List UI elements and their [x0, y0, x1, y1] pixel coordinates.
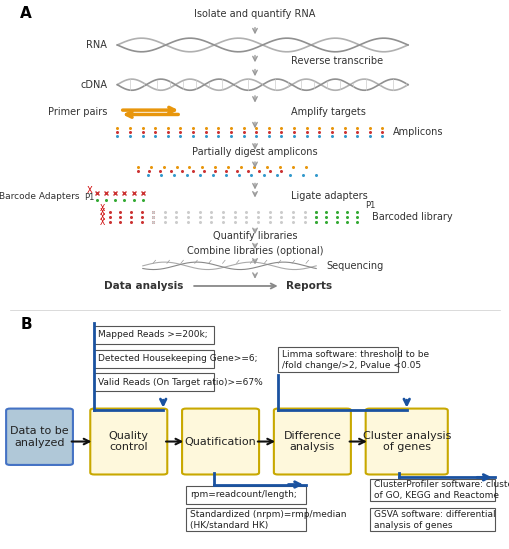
Text: Partially digest amplicons: Partially digest amplicons [192, 147, 317, 157]
Text: X: X [99, 204, 104, 213]
Text: Amplicons: Amplicons [392, 127, 442, 137]
FancyBboxPatch shape [6, 408, 73, 465]
Text: rpm=readcount/length;: rpm=readcount/length; [190, 490, 296, 499]
Text: Quantify libraries: Quantify libraries [212, 231, 297, 242]
Text: X: X [99, 208, 104, 217]
Text: Difference
analysis: Difference analysis [283, 431, 341, 452]
Text: Valid Reads (On Target ratio)>=67%: Valid Reads (On Target ratio)>=67% [98, 378, 263, 387]
Text: Data analysis: Data analysis [104, 281, 183, 291]
FancyBboxPatch shape [365, 408, 447, 474]
Bar [186, 486, 305, 503]
Text: ClusterProfiler software: cluster
of GO, KEGG and Reactome: ClusterProfiler software: cluster of GO,… [373, 480, 509, 500]
Text: Standardized (nrpm)=rmp/median
(HK/standard HK): Standardized (nrpm)=rmp/median (HK/stand… [190, 509, 346, 530]
Bar [94, 326, 214, 344]
Text: Quality
control: Quality control [108, 431, 149, 452]
Text: Mapped Reads >=200k;: Mapped Reads >=200k; [98, 330, 208, 339]
Bar [369, 479, 494, 501]
Text: Cluster analysis
of genes: Cluster analysis of genes [362, 431, 450, 452]
Text: X: X [99, 217, 104, 227]
Bar [277, 347, 397, 372]
Bar [369, 508, 494, 531]
Text: RNA: RNA [86, 40, 107, 50]
Text: X: X [99, 212, 104, 222]
Text: Reverse transcribe: Reverse transcribe [290, 57, 382, 66]
Text: Isolate and quantify RNA: Isolate and quantify RNA [194, 9, 315, 19]
Bar [94, 373, 214, 391]
Text: Primer pairs: Primer pairs [48, 107, 107, 117]
Text: Combine libraries (optional): Combine libraries (optional) [186, 247, 323, 256]
Text: B: B [20, 317, 32, 332]
Text: Barcode Adapters: Barcode Adapters [0, 193, 79, 201]
Text: Barcoded library: Barcoded library [372, 212, 452, 222]
Text: GSVA software: differential
analysis of genes: GSVA software: differential analysis of … [373, 509, 494, 530]
Text: Detected Housekeeping Gene>=6;: Detected Housekeeping Gene>=6; [98, 354, 258, 363]
Text: Data to be
analyzed: Data to be analyzed [10, 426, 69, 447]
Text: A: A [20, 6, 32, 21]
Text: cDNA: cDNA [80, 80, 107, 89]
Text: Sequencing: Sequencing [326, 261, 383, 271]
Bar [94, 350, 214, 367]
Text: X: X [86, 186, 92, 195]
FancyBboxPatch shape [182, 408, 259, 474]
FancyBboxPatch shape [273, 408, 350, 474]
Bar [186, 508, 305, 531]
Text: Limma software: threshold to be
/fold change/>2, Pvalue <0.05: Limma software: threshold to be /fold ch… [281, 350, 428, 370]
Text: P1: P1 [84, 193, 94, 203]
Text: Ligate adapters: Ligate adapters [290, 191, 366, 201]
Text: Reports: Reports [285, 281, 331, 291]
Text: P1: P1 [364, 201, 374, 210]
Text: Amplify targets: Amplify targets [290, 107, 365, 117]
Text: Quatification: Quatification [184, 436, 256, 446]
FancyBboxPatch shape [90, 408, 167, 474]
